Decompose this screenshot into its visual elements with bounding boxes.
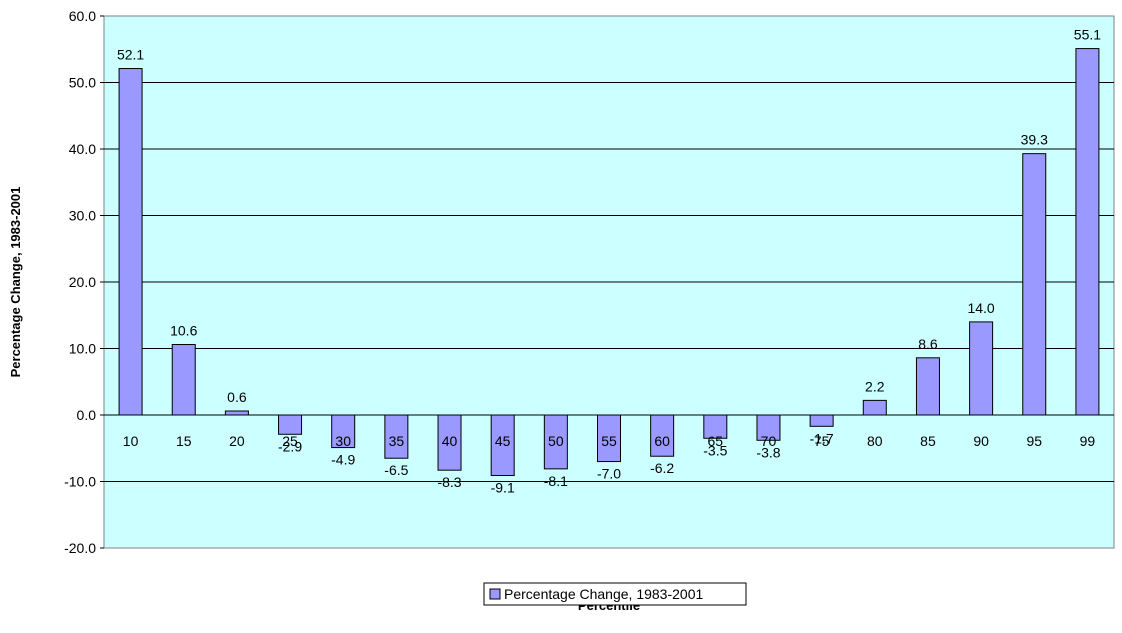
x-tick-label: 70 bbox=[761, 433, 777, 449]
data-label: -3.8 bbox=[756, 444, 780, 460]
legend-box bbox=[483, 582, 747, 606]
data-label: -8.3 bbox=[437, 474, 461, 490]
data-label: 8.6 bbox=[918, 336, 938, 352]
data-label: -8.1 bbox=[544, 473, 568, 489]
x-tick-label: 65 bbox=[708, 433, 724, 449]
x-tick-label: 90 bbox=[973, 433, 989, 449]
data-label: -1.7 bbox=[810, 430, 834, 446]
y-tick-label: 50.0 bbox=[69, 75, 96, 91]
x-tick-label: 15 bbox=[176, 433, 192, 449]
bar bbox=[1022, 153, 1047, 416]
x-tick-label: 75 bbox=[814, 433, 830, 449]
data-label: -9.1 bbox=[491, 480, 515, 496]
y-axis-tick-labels: -20.0 -10.0 0.0 10.0 20.0 30.0 40.0 50.0 60.0 bbox=[64, 8, 104, 556]
data-label: 0.6 bbox=[227, 389, 247, 405]
bar-series bbox=[118, 48, 1100, 477]
bar bbox=[224, 410, 249, 416]
legend-label: Percentage Change, 1983-2001 bbox=[504, 586, 703, 602]
x-tick-label: 40 bbox=[442, 433, 458, 449]
legend: Percentage Change, 1983-2001 bbox=[483, 582, 747, 606]
bar bbox=[278, 414, 303, 435]
bar bbox=[969, 321, 994, 416]
y-tick-label: -10.0 bbox=[64, 474, 96, 490]
data-label: -4.9 bbox=[331, 452, 355, 468]
data-label: -2.9 bbox=[278, 438, 302, 454]
y-tick-label: 30.0 bbox=[69, 208, 96, 224]
data-label: 52.1 bbox=[117, 47, 144, 63]
y-tick-label: 0.0 bbox=[77, 407, 97, 423]
y-tick-label: 20.0 bbox=[69, 274, 96, 290]
x-tick-label: 60 bbox=[654, 433, 670, 449]
data-label: -7.0 bbox=[597, 466, 621, 482]
x-tick-label: 80 bbox=[867, 433, 883, 449]
x-tick-label: 35 bbox=[389, 433, 405, 449]
x-tick-label: 30 bbox=[335, 433, 351, 449]
x-axis-tick-labels: 10 15 20 25 30 35 40 45 50 55 60 65 70 75 80 85 90 95 99 bbox=[123, 433, 1096, 449]
legend-swatch bbox=[489, 588, 501, 600]
x-tick-label: 25 bbox=[282, 433, 298, 449]
x-tick-label: 20 bbox=[229, 433, 245, 449]
data-label: 55.1 bbox=[1074, 27, 1101, 43]
x-tick-label: 55 bbox=[601, 433, 617, 449]
data-label: -6.2 bbox=[650, 460, 674, 476]
y-tick-label: 10.0 bbox=[69, 341, 96, 357]
x-tick-label: 50 bbox=[548, 433, 564, 449]
bar bbox=[1075, 48, 1100, 416]
data-label: -3.5 bbox=[703, 442, 727, 458]
data-label: 10.6 bbox=[170, 323, 197, 339]
data-label: 14.0 bbox=[967, 300, 994, 316]
x-tick-label: 45 bbox=[495, 433, 511, 449]
y-tick-label: -20.0 bbox=[64, 540, 96, 556]
y-tick-label: 40.0 bbox=[69, 141, 96, 157]
y-tick-label: 60.0 bbox=[69, 8, 96, 24]
x-tick-label: 95 bbox=[1026, 433, 1042, 449]
data-labels: 52.1 10.6 0.6 -2.9 -4.9 -6.5 -8.3 -9.1 -8.1 -7.0 -… bbox=[117, 27, 1101, 496]
data-label: 39.3 bbox=[1021, 132, 1048, 148]
x-tick-label: 10 bbox=[123, 433, 139, 449]
data-label: -6.5 bbox=[384, 462, 408, 478]
bar bbox=[862, 399, 887, 416]
x-tick-label: 99 bbox=[1080, 433, 1096, 449]
bar bbox=[171, 344, 196, 416]
data-label: 2.2 bbox=[865, 378, 885, 394]
bar bbox=[118, 68, 143, 416]
x-tick-label: 85 bbox=[920, 433, 936, 449]
bar bbox=[915, 357, 940, 416]
y-axis-title: Percentage Change, 1983-2001 bbox=[8, 187, 23, 378]
bar bbox=[809, 414, 834, 427]
